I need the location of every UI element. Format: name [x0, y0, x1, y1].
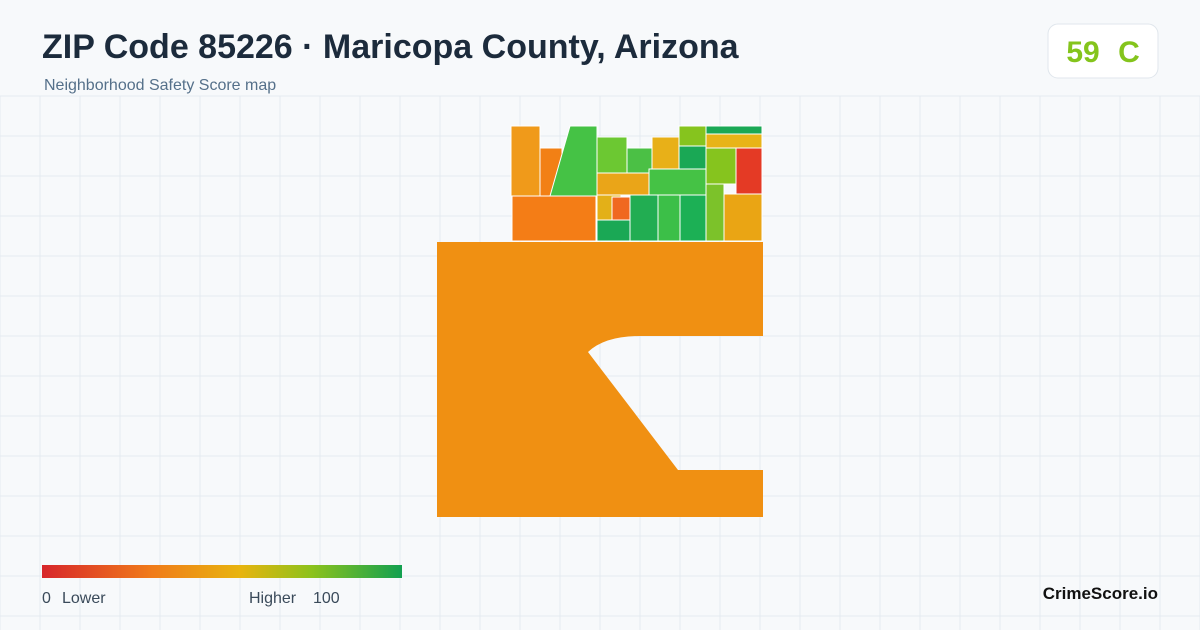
legend-max-label: Higher [249, 590, 297, 607]
map-tract [705, 147, 737, 185]
map-tract [596, 219, 631, 242]
legend-min-label: Lower [62, 590, 106, 607]
map-tract [596, 136, 628, 174]
map-tract [678, 145, 707, 171]
page-subtitle: Neighborhood Safety Score map [44, 77, 276, 94]
map-tract [678, 125, 707, 147]
map-tract [705, 183, 725, 242]
map-tract [705, 125, 763, 135]
map [437, 125, 763, 517]
brand: CrimeScore.io [1043, 584, 1158, 603]
map-tract [723, 193, 763, 242]
map-tract [611, 196, 631, 222]
map-tract [651, 136, 680, 170]
score-value: 59 [1066, 36, 1099, 69]
map-tracts [510, 125, 763, 242]
score-grade: C [1118, 36, 1140, 69]
legend-gradient [42, 565, 402, 578]
map-tract [626, 147, 653, 174]
legend-min: 0 [42, 590, 51, 607]
map-tract [657, 194, 681, 242]
legend-max: 100 [313, 590, 340, 607]
map-tract [679, 194, 707, 242]
map-tract [629, 194, 659, 242]
map-tract [510, 125, 541, 197]
map-region [437, 242, 763, 517]
map-tract [648, 168, 707, 196]
map-tract [735, 147, 763, 195]
map-tract [596, 172, 650, 196]
page-title: ZIP Code 85226 · Maricopa County, Arizon… [42, 28, 740, 66]
map-tract [511, 195, 597, 242]
score-badge [1047, 23, 1159, 79]
